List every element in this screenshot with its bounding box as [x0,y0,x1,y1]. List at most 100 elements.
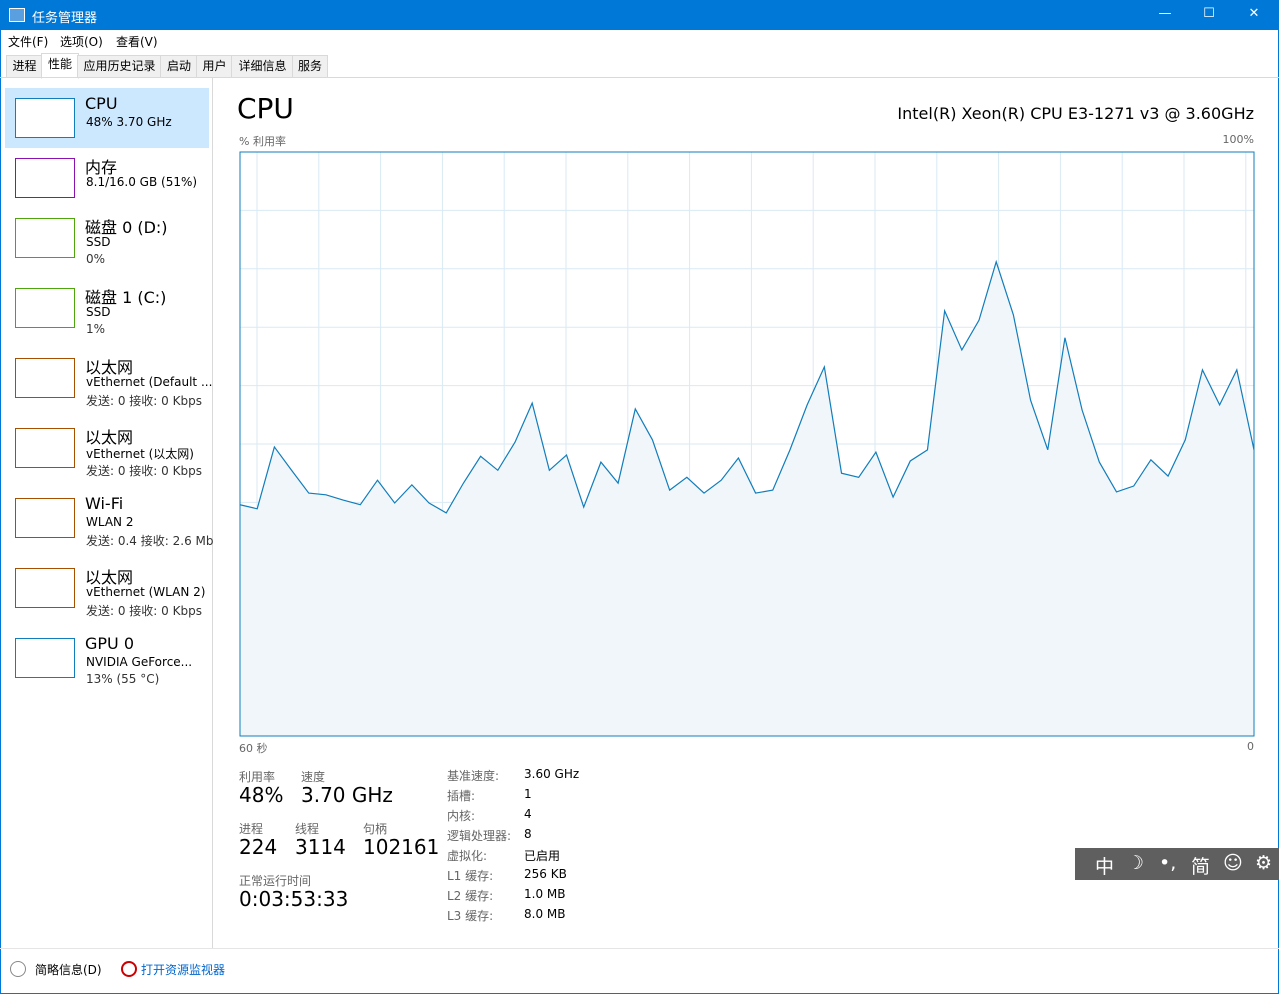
stat-label: 句柄 [363,822,388,836]
collapse-icon [10,961,26,977]
tab[interactable]: 服务 [292,55,328,78]
border [0,30,1,994]
sidebar-item[interactable]: GPU 0 NVIDIA GeForce... 13% (55 °C) [5,628,209,698]
spec-label: 基准速度: [447,769,500,783]
stat-label: 速度 [301,770,326,784]
tab[interactable]: 进程 [6,55,43,78]
window-button[interactable]: — [1158,6,1172,21]
ime-button[interactable]: ☺ [1223,852,1243,874]
tab-divider [0,77,1279,78]
cpu-area [240,261,1254,736]
title-bar [0,0,1279,30]
thumbnail [15,568,75,608]
item-detail: SSD [86,235,111,249]
stat-label: 线程 [295,822,320,836]
item-detail: 0% [86,252,106,266]
ime-button[interactable]: •, [1159,852,1177,874]
thumbnail [15,638,75,678]
item-detail: 13% (55 °C) [86,672,160,686]
menu-item[interactable]: 文件(F) [8,35,49,49]
sidebar-item[interactable]: 内存 8.1/16.0 GB (51%) [5,148,209,208]
stat-value: 3.70 GHz [301,783,393,807]
ime-button[interactable]: ⚙ [1255,852,1273,874]
item-detail: 1% [86,322,106,336]
item-detail: vEthernet (以太网) [86,447,194,461]
tab[interactable]: 详细信息 [231,55,294,78]
tab[interactable]: 性能 [41,53,79,79]
ime-bar [1075,848,1279,880]
app-icon [9,8,25,22]
spec-label: 内核: [447,809,476,823]
spec-label: L1 缓存: [447,869,494,883]
item-detail: 48% 3.70 GHz [86,115,172,129]
tab[interactable]: 用户 [196,55,233,78]
item-detail: NVIDIA GeForce... [86,655,193,669]
item-detail: WLAN 2 [86,515,134,529]
spec-value: 1.0 MB [524,887,566,901]
item-name: 以太网 [85,568,134,587]
item-detail: vEthernet (Default ... [86,375,213,389]
window-button[interactable]: ✕ [1248,6,1260,21]
item-name: Wi-Fi [85,494,124,513]
brief-button[interactable]: 简略信息(D) [35,963,102,977]
item-name: CPU [85,94,118,113]
thumbnail [15,358,75,398]
item-detail: vEthernet (WLAN 2) [86,585,206,599]
window-button[interactable]: ☐ [1203,6,1215,21]
stat-label: 进程 [239,822,264,836]
item-detail: 发送: 0 接收: 0 Kbps [86,394,202,408]
item-name: 以太网 [85,428,134,447]
spec-value: 1 [524,787,532,801]
cpu-model: Intel(R) Xeon(R) CPU E3-1271 v3 @ 3.60GH… [897,104,1254,123]
spec-value: 4 [524,807,532,821]
menu-item[interactable]: 查看(V) [116,35,158,49]
sidebar-item[interactable]: 磁盘 1 (C:) SSD 1% [5,278,209,348]
monitor-link[interactable]: 打开资源监视器 [141,963,226,977]
cpu-graph [239,151,1255,737]
spec-label: 虚拟化: [447,849,488,863]
sidebar-item[interactable]: CPU 48% 3.70 GHz [5,88,209,148]
window-title: 任务管理器 [32,11,98,26]
item-name: 磁盘 0 (D:) [85,218,168,237]
thumbnail [15,218,75,258]
thumbnail [15,288,75,328]
spec-value: 已启用 [524,849,561,863]
graph-y-label: % 利用率 [239,135,286,148]
spec-value: 256 KB [524,867,567,881]
ime-button[interactable]: ☽ [1127,852,1145,874]
cpu-line [239,259,1255,514]
item-name: GPU 0 [85,634,135,653]
sidebar-item[interactable]: 磁盘 0 (D:) SSD 0% [5,208,209,278]
stat-value: 0:03:53:33 [239,887,349,911]
item-name: 以太网 [85,358,134,377]
footer-divider [0,948,1279,949]
item-name: 内存 [85,158,118,177]
thumbnail [15,158,75,198]
tab[interactable]: 应用历史记录 [77,55,162,78]
ime-button[interactable]: 中 [1095,856,1115,878]
ime-button[interactable]: 简 [1191,856,1211,878]
menu-item[interactable]: 选项(O) [60,35,103,49]
graph-ymax-label: 100% [1222,133,1254,146]
graph-x-right: 0 [1247,740,1254,753]
sidebar-item[interactable]: 以太网 vEthernet (以太网) 发送: 0 接收: 0 Kbps [5,418,209,488]
sidebar-item[interactable]: Wi-Fi WLAN 2 发送: 0.4 接收: 2.6 Mb [5,488,213,558]
thumbnail [15,98,75,138]
spec-label: 插槽: [447,789,476,803]
sidebar-item[interactable]: 以太网 vEthernet (Default ... 发送: 0 接收: 0 Kbp… [5,348,213,418]
graph-x-left: 60 秒 [239,742,268,755]
stat-label: 利用率 [239,770,276,784]
item-detail: 发送: 0 接收: 0 Kbps [86,604,202,618]
item-detail: 发送: 0.4 接收: 2.6 Mb [86,534,214,548]
tab[interactable]: 启动 [160,55,198,78]
graph-frame [239,151,1255,737]
monitor-icon [121,961,137,977]
stat-value: 224 [239,835,278,859]
item-detail: SSD [86,305,111,319]
detail-title: CPU [237,92,294,125]
sidebar-item[interactable]: 以太网 vEthernet (WLAN 2) 发送: 0 接收: 0 Kbps [5,558,209,628]
spec-value: 3.60 GHz [524,767,580,781]
thumbnail [15,428,75,468]
